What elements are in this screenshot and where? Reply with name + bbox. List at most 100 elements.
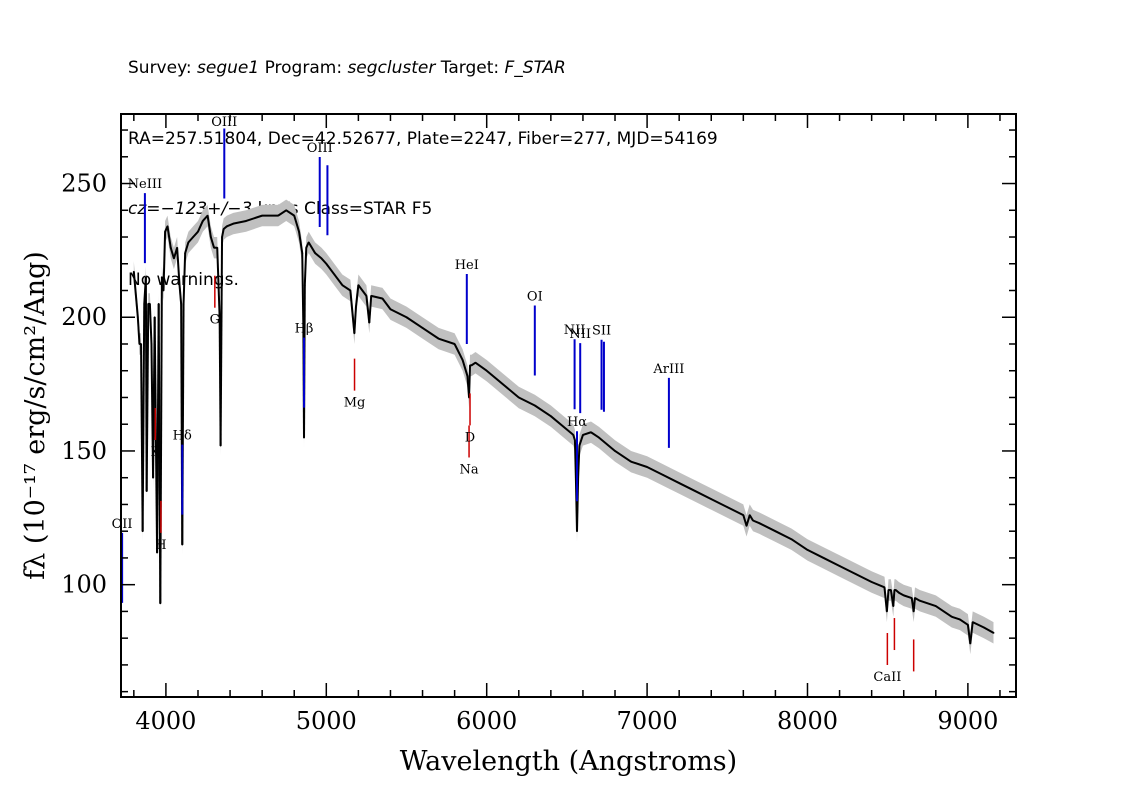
spectrum-point [912, 610, 915, 613]
x-tick-label: 4000 [135, 707, 196, 735]
spectrum-point [219, 444, 222, 447]
spectrum-point [910, 597, 913, 599]
target-value: F_STAR [504, 58, 566, 78]
spectrum-point [590, 431, 592, 434]
spectrum-point [181, 543, 184, 546]
absorption-line-label: K [150, 445, 160, 460]
emission-line-label: NII [564, 323, 586, 338]
emission-line-label: OII [112, 517, 133, 532]
spectrum-point [646, 466, 648, 468]
spectrum-point [159, 602, 162, 605]
spectrum-segment [578, 434, 584, 446]
spectrum-point [562, 425, 565, 428]
spectrum-point [574, 439, 576, 442]
spectrum-point [549, 415, 552, 418]
spectrum-point [470, 364, 473, 367]
spectrum-point [132, 270, 135, 273]
spectrum-point [854, 573, 857, 575]
spectrum-segment [368, 295, 373, 323]
spectrum-point [889, 589, 892, 591]
spectrum-point [822, 557, 825, 559]
spectrum-point [885, 610, 888, 613]
absorption-line-label: G [210, 313, 220, 328]
spectrum-point [293, 214, 296, 217]
spectrum-segment [951, 615, 961, 621]
spectrum-point [614, 450, 616, 452]
spectrum-segment [405, 316, 424, 329]
spectrum-point [892, 605, 895, 607]
spectrum-point [325, 262, 328, 265]
spectrum-segment [502, 383, 520, 399]
spectrum-point [971, 621, 974, 624]
spectrum-segment [245, 214, 263, 222]
spectrum-point [145, 490, 148, 492]
y-tick-label: 250 [61, 170, 107, 198]
spectrum-segment [162, 231, 167, 291]
spectrum-point [405, 316, 408, 319]
spectrum-point [216, 246, 219, 249]
spectrum-point [870, 581, 873, 583]
spectrum-point [166, 225, 169, 228]
spectrum-point [140, 343, 142, 345]
spectrum-segment [903, 594, 913, 599]
spectrum-point [466, 375, 469, 377]
spectrum-point [950, 615, 953, 618]
spectrum-segment [438, 337, 455, 345]
spectrum-point [501, 383, 504, 386]
spectrum-point [303, 284, 306, 287]
spectrum-point [992, 631, 995, 634]
spectrum-segment [182, 253, 187, 304]
spectrum-series-layer [132, 209, 995, 645]
spectrum-point [148, 302, 151, 305]
spectrum-segment [285, 209, 295, 217]
spectrum-point [173, 257, 175, 260]
emission-line-label: HeI [455, 258, 479, 273]
spectrum-point [161, 276, 163, 279]
spectrum-point [192, 236, 195, 238]
x-tick-label: 8000 [777, 707, 838, 735]
spectrum-segment [166, 226, 172, 248]
spectrum-point [902, 594, 905, 597]
spectrum-point [774, 530, 777, 533]
spectrum-point [381, 297, 384, 300]
x-tick-label: 9000 [937, 707, 998, 735]
spectrum-segment [614, 450, 632, 463]
absorption-line-label: Mg [344, 396, 366, 411]
absorption-line-label: H [155, 538, 166, 553]
spectrum-segment [598, 436, 616, 452]
spectrum-segment [357, 284, 368, 297]
spectrum-point [678, 482, 681, 484]
spectrum-point [389, 308, 392, 311]
spectrum-segment [381, 297, 392, 310]
spectrum-segment [577, 445, 581, 478]
spectrum-point [838, 565, 841, 567]
spectrum-segment [790, 538, 809, 551]
spectrum-point [245, 220, 248, 222]
spectrum-point [742, 514, 745, 517]
spectrum-point [285, 209, 288, 212]
spectrum-point [355, 305, 357, 308]
spectrum-point [307, 241, 310, 244]
spectrum-segment [370, 294, 383, 300]
spectrum-segment [871, 581, 885, 589]
spectrum-segment [233, 219, 247, 225]
spectrum-segment [839, 565, 857, 575]
program-value: segcluster [347, 58, 436, 78]
spectrum-point [898, 591, 900, 594]
spectrum-segment [197, 220, 204, 233]
spectrum-point [178, 284, 181, 287]
spectrum-point [790, 538, 793, 541]
spectrum-point [485, 369, 488, 372]
emission-line-label: OIII [211, 115, 237, 130]
spectrum-segment [298, 231, 304, 254]
spectrum-segment [192, 231, 199, 238]
header-line-2: RA=257.51804, Dec=42.52677, Plate=2247, … [128, 128, 718, 149]
spectrum-segment [959, 618, 969, 626]
spectrum-point [694, 490, 697, 492]
emission-line-label: OI [527, 290, 543, 305]
spectrum-segment [461, 359, 469, 377]
spectrum-point [147, 302, 150, 305]
spectrum-segment [390, 308, 407, 319]
spectrum-segment [646, 466, 664, 476]
